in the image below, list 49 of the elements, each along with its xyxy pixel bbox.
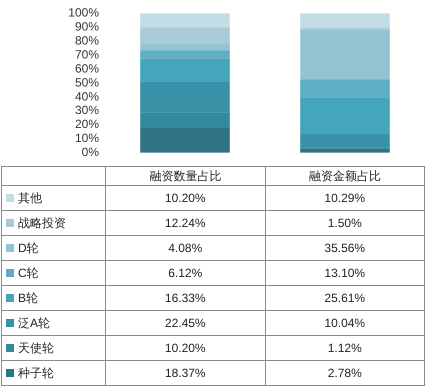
data-label: 10.20% — [106, 186, 265, 210]
legend-label: 天使轮 — [18, 340, 54, 354]
data-label: 4.08% — [106, 236, 265, 260]
bar — [140, 44, 230, 50]
legend-label: 泛A轮 — [18, 316, 50, 330]
data-label: 10.20% — [106, 336, 265, 360]
data-label: 2.78% — [265, 360, 424, 386]
legend-label: D轮 — [18, 240, 39, 254]
y-tick-label: 90% — [74, 19, 100, 34]
y-tick-label: 40% — [74, 89, 100, 104]
data-label: 25.61% — [265, 286, 424, 310]
data-label: 18.37% — [106, 360, 265, 386]
bar — [300, 13, 390, 28]
y-tick-label: 10% — [74, 131, 100, 146]
bar — [300, 98, 390, 134]
bar — [300, 133, 390, 148]
x-tick-label: 融资数量占比 — [106, 166, 265, 186]
bar — [140, 50, 230, 59]
y-tick-label: 70% — [74, 47, 100, 62]
legend-label: B轮 — [18, 290, 38, 304]
y-tick-label: 30% — [74, 103, 100, 118]
y-tick-label: 60% — [74, 61, 100, 76]
data-label: 1.50% — [265, 210, 424, 236]
data-label: 22.45% — [106, 310, 265, 336]
legend-label: 战略投资 — [18, 216, 66, 230]
bar — [140, 127, 230, 153]
bar — [140, 13, 230, 28]
legend-label: C轮 — [18, 266, 39, 280]
data-label: 16.33% — [106, 286, 265, 310]
x-tick-label: 融资金额占比 — [265, 166, 424, 186]
y-tick-label: 0% — [82, 145, 100, 160]
y-tick-label: 20% — [74, 117, 100, 132]
bar — [140, 27, 230, 45]
bar — [300, 79, 390, 98]
data-label: 1.12% — [265, 336, 424, 360]
data-label: 10.29% — [265, 186, 424, 210]
data-label: 35.56% — [265, 236, 424, 260]
bar — [140, 58, 230, 82]
data-label: 10.04% — [265, 310, 424, 336]
legend-label: 其他 — [18, 190, 42, 204]
data-label: 6.12% — [106, 260, 265, 286]
legend-label: 种子轮 — [18, 366, 54, 380]
bar — [300, 148, 390, 153]
y-tick-label: 80% — [74, 33, 100, 48]
y-tick-label: 50% — [74, 75, 100, 90]
data-label: 13.10% — [265, 260, 424, 286]
bar — [300, 30, 390, 80]
data-label: 12.24% — [106, 210, 265, 236]
y-tick-label: 100% — [68, 6, 100, 20]
